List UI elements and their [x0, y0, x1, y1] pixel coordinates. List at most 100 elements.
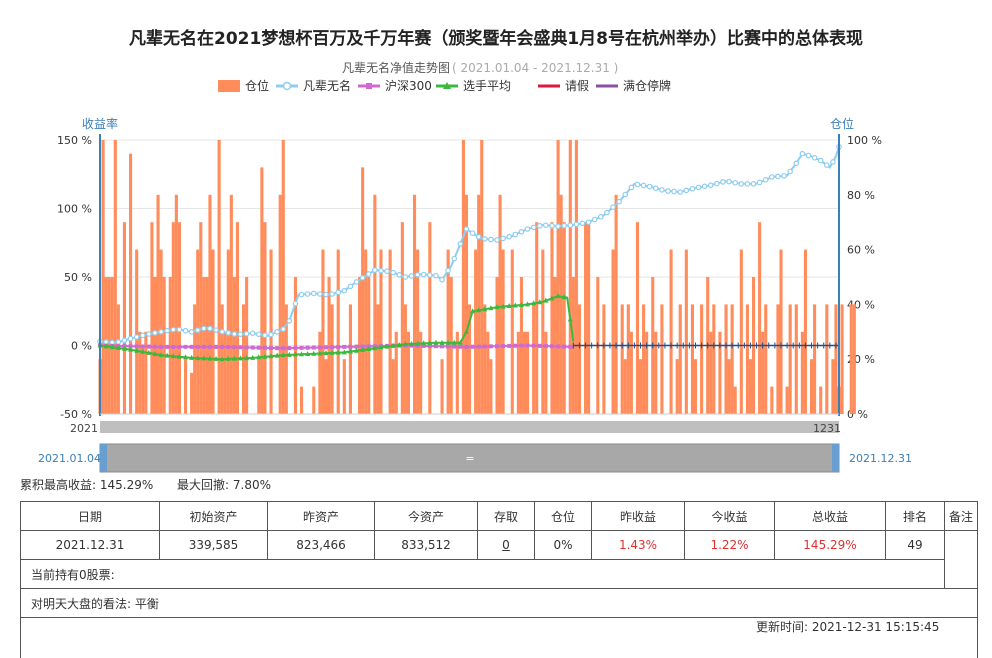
series-point — [134, 335, 138, 339]
position-bar — [535, 222, 538, 414]
series-point — [189, 330, 193, 334]
position-bar — [486, 332, 489, 414]
series-point — [305, 292, 309, 296]
series-point — [348, 284, 352, 288]
cell-deposit-withdraw[interactable]: 0 — [478, 531, 535, 560]
series-point — [275, 330, 279, 334]
position-bar — [392, 359, 395, 414]
series-point — [336, 345, 340, 349]
series-point — [318, 292, 322, 296]
position-bar — [462, 140, 465, 414]
series-point — [238, 345, 242, 349]
series-point — [556, 224, 560, 228]
position-bar — [224, 332, 227, 414]
series-point — [440, 278, 444, 282]
date-range-slider[interactable]: = 2021.01.04 2021.12.31 — [38, 444, 912, 472]
series-point — [727, 179, 731, 183]
series-point — [269, 332, 273, 336]
position-bar — [489, 359, 492, 414]
series-point — [574, 222, 578, 226]
position-bar — [440, 359, 443, 414]
series-point — [568, 345, 572, 349]
slider-left-handle[interactable] — [100, 444, 107, 472]
series-point — [232, 332, 236, 336]
slider-start-label: 2021.01.04 — [38, 452, 101, 465]
cell-prev-assets: 823,466 — [268, 531, 375, 560]
position-bar — [312, 387, 315, 414]
series-point — [360, 276, 364, 280]
series-point — [507, 344, 511, 348]
series-point — [251, 346, 255, 350]
position-bar — [102, 140, 105, 414]
position-bar — [175, 195, 178, 414]
series-point — [501, 236, 505, 240]
legend-item: 沪深300 — [358, 79, 432, 93]
table-row: 2021.12.31 339,585 823,466 833,512 0 0% … — [21, 531, 978, 560]
series-point — [336, 290, 340, 294]
position-bar — [691, 304, 694, 414]
series-point — [666, 189, 670, 193]
series-point — [617, 199, 621, 203]
series-point — [458, 345, 462, 349]
series-point — [428, 273, 432, 277]
series-point — [293, 301, 297, 305]
deposit-link[interactable]: 0 — [502, 538, 510, 552]
series-point — [275, 346, 279, 350]
x-tick-end: 1231 — [813, 422, 841, 435]
series-point — [507, 235, 511, 239]
series-point — [678, 190, 682, 194]
position-bar — [260, 167, 263, 414]
series-point — [226, 345, 230, 349]
position-bar — [612, 250, 615, 414]
slider-right-handle[interactable] — [832, 444, 839, 472]
series-point — [147, 332, 151, 336]
right-tick-label: 80 % — [847, 189, 875, 202]
series-point — [464, 345, 468, 349]
position-bar — [746, 304, 749, 414]
position-bar — [578, 304, 581, 414]
legend-item: 仓位 — [218, 78, 269, 93]
position-bar — [758, 222, 761, 414]
series-point — [257, 332, 261, 336]
x-tick-label-strip — [100, 421, 839, 433]
header-cell: 存取 — [478, 502, 535, 531]
series-point — [715, 181, 719, 185]
position-bar — [157, 195, 160, 414]
series-point — [196, 345, 200, 349]
series-point — [299, 292, 303, 296]
header-cell: 仓位 — [535, 502, 592, 531]
series-point — [324, 292, 328, 296]
position-bar — [379, 250, 382, 414]
position-bar — [584, 222, 587, 414]
position-bar — [141, 346, 144, 415]
header-cell: 今收益 — [685, 502, 775, 531]
position-bar — [700, 304, 703, 414]
series-point — [672, 189, 676, 193]
series-point — [434, 344, 438, 348]
cell-today-return: 1.22% — [685, 531, 775, 560]
series-point — [269, 346, 273, 350]
series-point — [470, 231, 474, 235]
series-point — [464, 227, 468, 231]
position-bar — [624, 359, 627, 414]
series-point — [171, 345, 175, 349]
series-point — [794, 161, 798, 165]
left-tick-label: -50 % — [60, 408, 92, 421]
cell-rank: 49 — [886, 531, 945, 560]
series-point — [446, 268, 450, 272]
series-point — [538, 344, 542, 348]
series-point — [373, 268, 377, 272]
position-bar — [349, 304, 352, 414]
cell-initial-assets: 339,585 — [160, 531, 268, 560]
series-point — [397, 273, 401, 277]
position-bar — [184, 359, 187, 414]
position-bar — [801, 332, 804, 414]
max-drawdown: 最大回撤: 7.80% — [177, 476, 271, 493]
left-axis-label: 收益率 — [82, 116, 118, 131]
position-bar — [373, 195, 376, 414]
series-point — [379, 268, 383, 272]
legend-item: 满仓停牌 — [596, 78, 671, 93]
legend-label: 沪深300 — [385, 79, 432, 93]
position-bar — [218, 140, 221, 414]
series-point — [489, 344, 493, 348]
